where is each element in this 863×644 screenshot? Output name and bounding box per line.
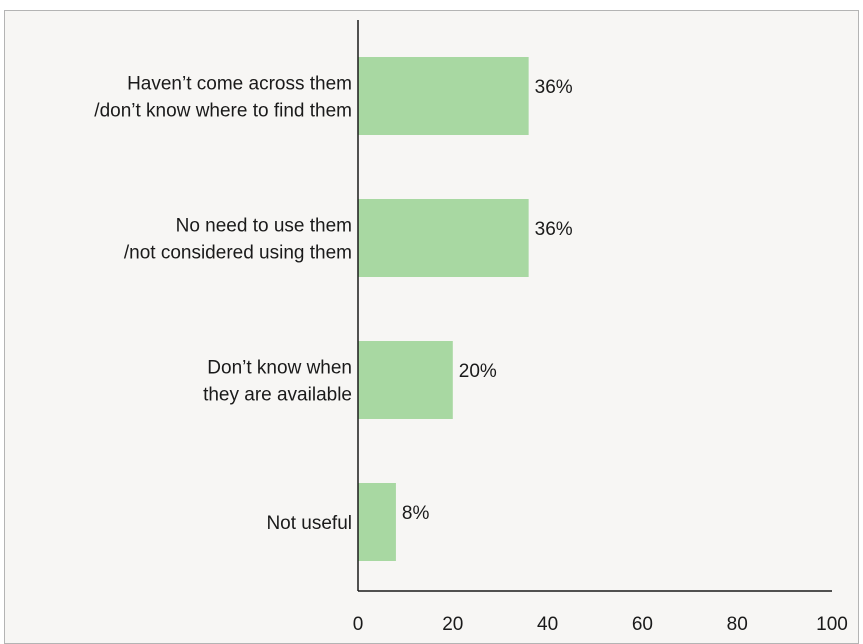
bar	[358, 199, 529, 277]
data-label: 36%	[535, 77, 573, 98]
data-label: 8%	[402, 503, 430, 524]
category-label: Don’t know when	[207, 358, 352, 379]
category-label: they are available	[203, 385, 352, 406]
x-tick-label: 80	[727, 614, 748, 635]
data-label: 20%	[459, 361, 497, 382]
category-label: /not considered using them	[124, 243, 352, 264]
x-tick-label: 100	[816, 614, 848, 635]
category-label: No need to use them	[176, 216, 352, 237]
bar	[358, 57, 529, 135]
data-label: 36%	[535, 219, 573, 240]
bar	[358, 483, 396, 561]
category-label: /don’t know where to find them	[94, 101, 352, 122]
category-label: Not useful	[266, 513, 352, 534]
x-tick-label: 40	[537, 614, 558, 635]
x-tick-label: 20	[442, 614, 463, 635]
x-tick-label: 0	[353, 614, 364, 635]
bar	[358, 341, 453, 419]
x-tick-label: 60	[632, 614, 653, 635]
category-label: Haven’t come across them	[127, 74, 352, 95]
